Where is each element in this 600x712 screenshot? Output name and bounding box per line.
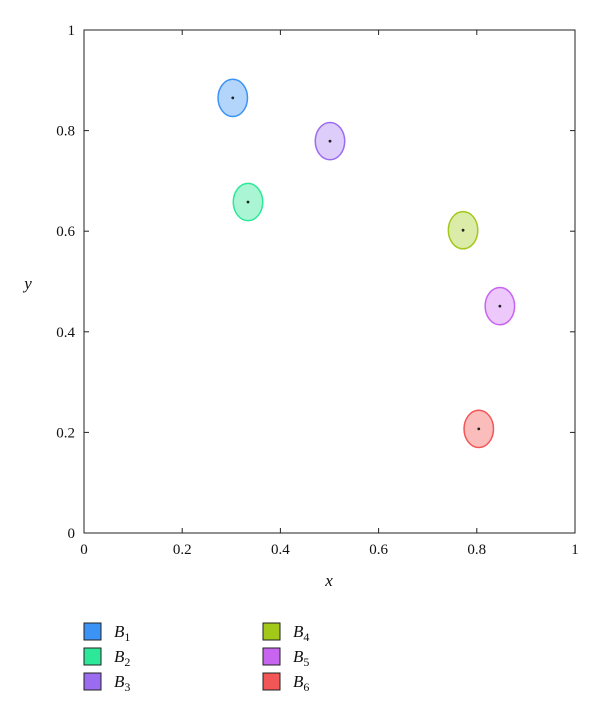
y-axis-label: y (22, 274, 32, 293)
x-tick-label: 0 (80, 542, 88, 558)
legend-swatch (262, 672, 281, 691)
legend-label: B1 (114, 622, 130, 644)
legend-item-B5: B5 (262, 647, 309, 669)
x-tick-label: 0.2 (173, 542, 192, 558)
legend-swatch (262, 622, 281, 641)
center-dot-B3 (328, 139, 332, 143)
legend-swatch (262, 647, 281, 666)
x-tick-label: 0.8 (467, 542, 486, 558)
y-tick-label: 1 (68, 23, 76, 39)
legend-item-B6: B6 (262, 672, 309, 694)
point-B4 (447, 210, 479, 250)
legend: B1 B2 B3 B4 B5 B6 (83, 622, 309, 694)
center-dot-B6 (477, 427, 481, 431)
point-B5 (484, 286, 516, 326)
y-tick-label: 0.6 (56, 224, 75, 240)
x-tick-label: 1 (571, 542, 579, 558)
legend-swatch (83, 622, 102, 641)
plot-frame (83, 29, 576, 534)
point-B3 (314, 121, 346, 161)
point-B1 (217, 78, 249, 118)
x-tick-label: 0.6 (369, 542, 388, 558)
legend-item-B3: B3 (83, 672, 130, 694)
legend-label: B5 (293, 647, 309, 669)
center-dot-B4 (461, 228, 465, 232)
center-dot-B2 (246, 200, 250, 204)
center-dot-B1 (231, 96, 235, 100)
legend-swatch (83, 647, 102, 666)
legend-label: B4 (293, 622, 309, 644)
y-tick-label: 0.4 (56, 325, 75, 341)
legend-label: B3 (114, 672, 130, 694)
center-dot-B5 (498, 304, 502, 308)
legend-label: B2 (114, 647, 130, 669)
point-B2 (232, 182, 264, 222)
x-axis-label: x (324, 571, 333, 590)
y-tick-label: 0 (68, 526, 76, 542)
legend-item-B1: B1 (83, 622, 130, 644)
legend-item-B4: B4 (262, 622, 309, 644)
legend-swatch (83, 672, 102, 691)
legend-label: B6 (293, 672, 309, 694)
y-tick-label: 0.2 (56, 425, 75, 441)
point-B6 (463, 409, 495, 449)
y-tick-label: 0.8 (56, 124, 75, 140)
legend-item-B2: B2 (83, 647, 130, 669)
x-tick-label: 0.4 (271, 542, 290, 558)
